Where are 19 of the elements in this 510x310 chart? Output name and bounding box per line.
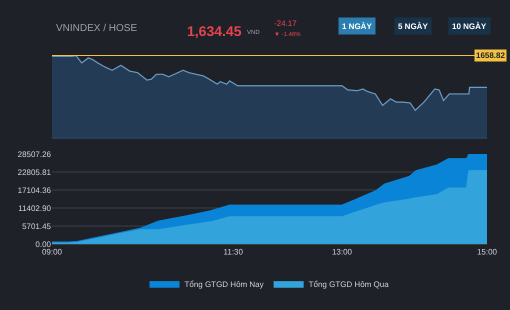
y-tick-label: 11402.90 (18, 204, 52, 213)
y-tick-label: 5701.45 (22, 222, 52, 231)
y-tick-label: 28507.26 (18, 150, 52, 159)
y-tick-label: 22805.81 (18, 168, 52, 177)
text: 5 NGÀY (398, 21, 428, 31)
x-tick-label: 11:30 (224, 248, 244, 257)
x-tick-label: 13:00 (332, 248, 353, 257)
text: 1 NGÀY (342, 21, 372, 31)
legend-label: Tổng GTGD Hôm Nay (184, 280, 264, 289)
legend-label: Tổng GTGD Hôm Qua (308, 280, 390, 289)
text: 1,634.45 (187, 23, 242, 39)
x-tick-label: 09:00 (42, 248, 63, 257)
text: 10 NGÀY (452, 21, 487, 31)
x-tick-label: 15:00 (476, 248, 498, 257)
text: -24.17 (274, 19, 298, 28)
annotation: 1658.82 (476, 51, 506, 60)
y-tick-label: 0.00 (35, 240, 52, 249)
y-tick-label: 17104.36 (18, 186, 52, 195)
text: VNINDEX / HOSE (56, 23, 138, 34)
